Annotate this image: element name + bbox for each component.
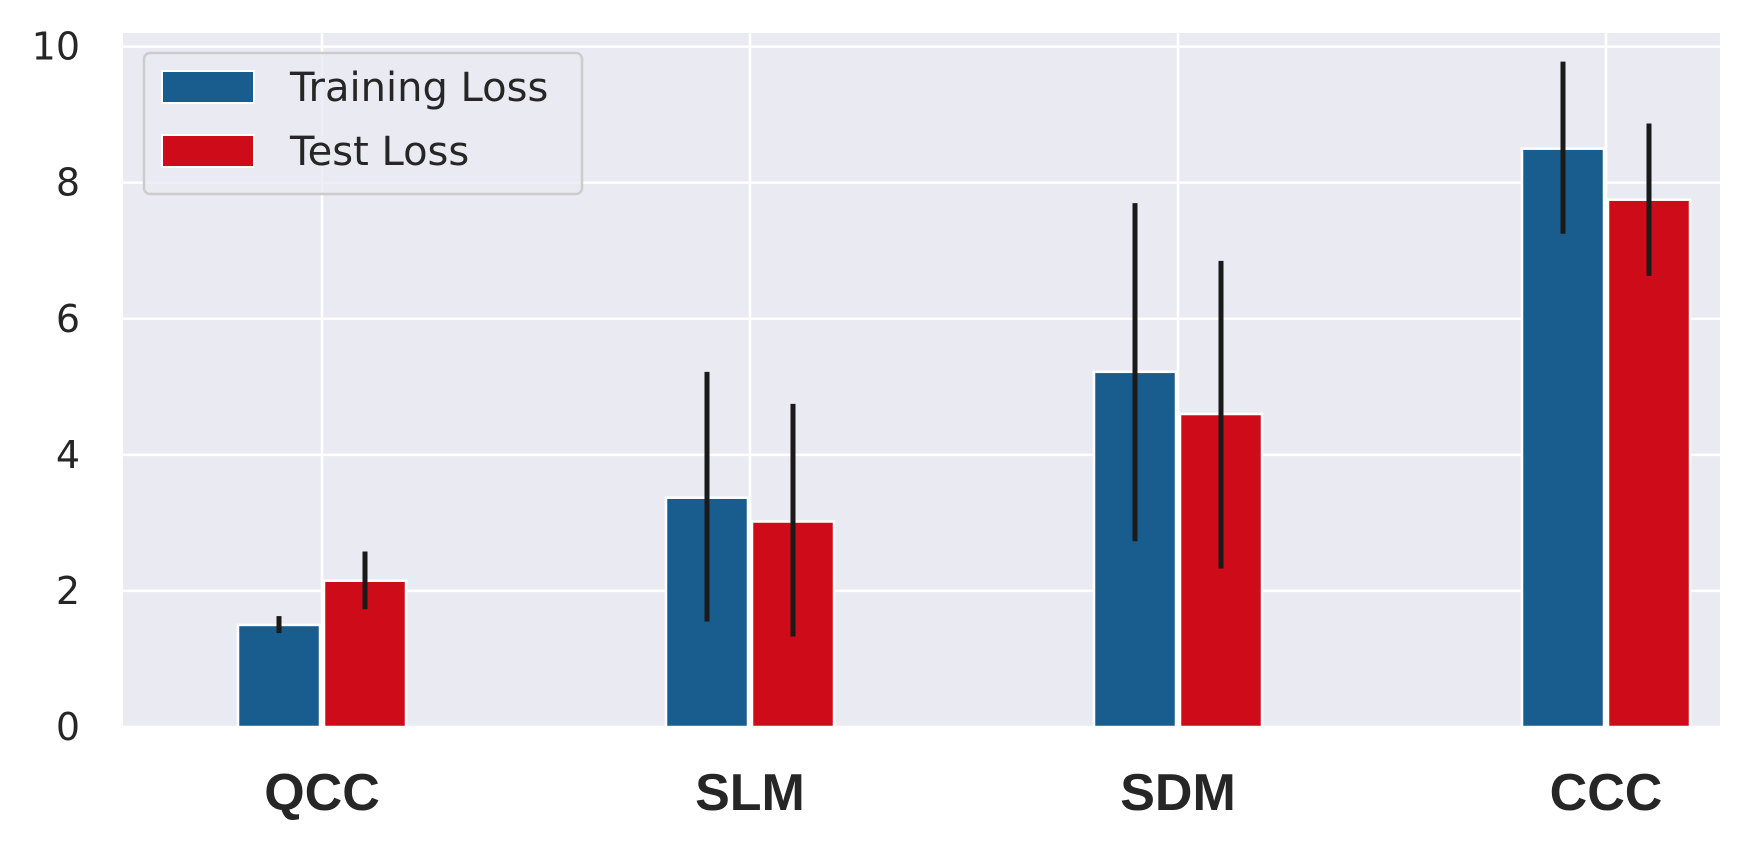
grid-lines <box>123 33 1720 729</box>
error-bars <box>276 61 1652 637</box>
y-tick-label-8: 8 <box>56 161 80 205</box>
bar-qcc-test-loss <box>322 579 408 729</box>
legend-swatch-test-loss <box>161 134 255 168</box>
y-axis-ticks: 0 2 4 6 8 10 <box>32 25 80 749</box>
y-tick-label-10: 10 <box>32 25 80 69</box>
x-category-label-qcc: QCC <box>264 764 380 822</box>
x-category-label-ccc: CCC <box>1550 764 1663 822</box>
legend-label-test-loss: Test Loss <box>289 129 469 175</box>
bar-ccc-test-loss <box>1606 198 1692 729</box>
x-category-label-slm: SLM <box>695 764 805 822</box>
x-category-label-sdm: SDM <box>1120 764 1236 822</box>
legend-label-training-loss: Training Loss <box>289 65 548 111</box>
y-tick-label-6: 6 <box>56 297 80 341</box>
bar-sdm-test-loss <box>1178 412 1264 729</box>
bar-ccc-training-loss <box>1520 147 1606 729</box>
y-tick-label-0: 0 <box>56 705 80 749</box>
legend: Training Loss Test Loss <box>142 51 584 196</box>
bar-qcc-training-loss <box>236 623 322 729</box>
legend-swatch-training-loss <box>161 70 255 104</box>
y-tick-label-2: 2 <box>56 569 80 613</box>
x-axis-categories: QCC SLM SDM CCC <box>264 764 1662 822</box>
y-tick-label-4: 4 <box>56 433 80 477</box>
